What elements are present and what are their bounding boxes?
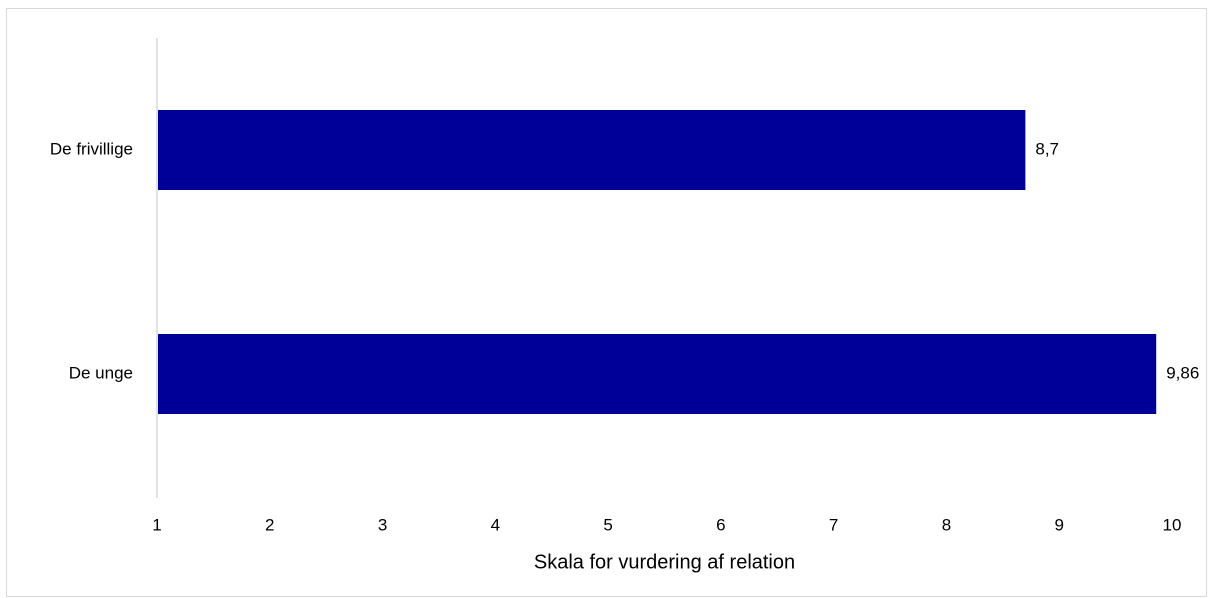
category-label: De frivillige bbox=[50, 139, 133, 158]
category-labels: De frivillige De unge bbox=[50, 139, 133, 382]
bar-de-unge bbox=[158, 334, 1157, 414]
category-label: De unge bbox=[69, 363, 133, 382]
x-tick-labels: 1 2 3 4 5 6 7 8 9 10 bbox=[152, 515, 1181, 534]
x-tick-label: 4 bbox=[491, 515, 500, 534]
x-tick-label: 9 bbox=[1054, 515, 1063, 534]
bar-de-frivillige bbox=[158, 110, 1026, 190]
data-labels: 8,7 9,86 bbox=[1035, 139, 1199, 382]
x-axis-title: Skala for vurdering af relation bbox=[534, 551, 795, 573]
x-tick-label: 8 bbox=[942, 515, 951, 534]
x-tick-label: 6 bbox=[716, 515, 725, 534]
x-tick-label: 1 bbox=[152, 515, 161, 534]
data-label: 8,7 bbox=[1035, 139, 1059, 158]
data-label: 9,86 bbox=[1166, 363, 1199, 382]
x-tick-label: 5 bbox=[603, 515, 612, 534]
chart-frame bbox=[6, 8, 1207, 597]
bars-layer bbox=[158, 110, 1157, 414]
x-tick-label: 10 bbox=[1163, 515, 1182, 534]
x-tick-label: 7 bbox=[829, 515, 838, 534]
x-tick-label: 2 bbox=[265, 515, 274, 534]
x-tick-label: 3 bbox=[378, 515, 387, 534]
